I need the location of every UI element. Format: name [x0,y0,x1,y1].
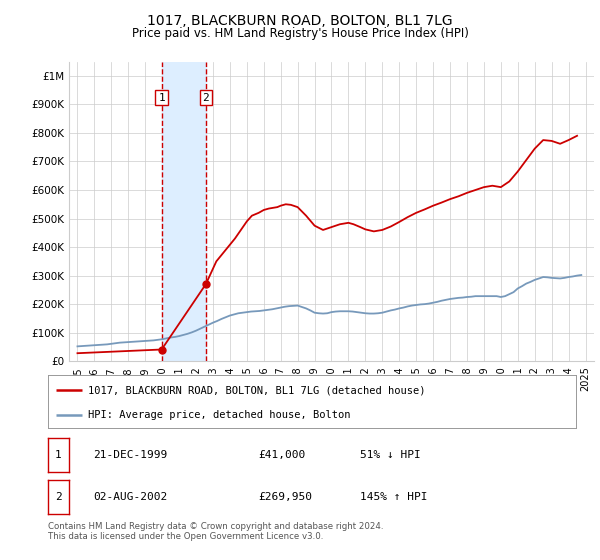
Text: £41,000: £41,000 [258,450,305,460]
Text: HPI: Average price, detached house, Bolton: HPI: Average price, detached house, Bolt… [88,410,350,420]
Text: 02-AUG-2002: 02-AUG-2002 [93,492,167,502]
Text: Price paid vs. HM Land Registry's House Price Index (HPI): Price paid vs. HM Land Registry's House … [131,27,469,40]
Text: 1: 1 [158,92,165,102]
Text: 21-DEC-1999: 21-DEC-1999 [93,450,167,460]
Text: 2: 2 [202,92,209,102]
Text: 145% ↑ HPI: 145% ↑ HPI [360,492,427,502]
Text: £269,950: £269,950 [258,492,312,502]
Text: 1017, BLACKBURN ROAD, BOLTON, BL1 7LG (detached house): 1017, BLACKBURN ROAD, BOLTON, BL1 7LG (d… [88,385,425,395]
Text: Contains HM Land Registry data © Crown copyright and database right 2024.
This d: Contains HM Land Registry data © Crown c… [48,522,383,542]
Bar [161,62,206,361]
Text: 2: 2 [55,492,62,502]
Text: 51% ↓ HPI: 51% ↓ HPI [360,450,421,460]
Text: 1017, BLACKBURN ROAD, BOLTON, BL1 7LG: 1017, BLACKBURN ROAD, BOLTON, BL1 7LG [147,14,453,28]
Text: 1: 1 [55,450,62,460]
